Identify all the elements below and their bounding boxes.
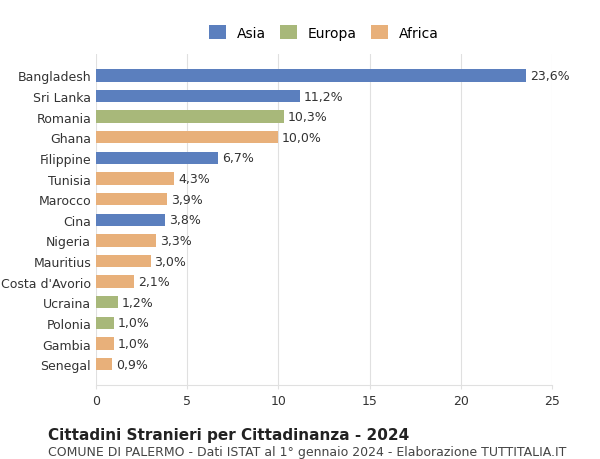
Bar (96, 91, 300, 103)
Legend: Asia, Europa, Africa: Asia, Europa, Africa (203, 19, 445, 48)
Text: 3,9%: 3,9% (171, 193, 203, 206)
Bar (96, 235, 156, 247)
Bar (96, 152, 218, 165)
Bar (96, 276, 134, 288)
Text: Cittadini Stranieri per Cittadinanza - 2024: Cittadini Stranieri per Cittadinanza - 2… (48, 427, 409, 442)
Text: 23,6%: 23,6% (530, 70, 570, 83)
Bar (96, 111, 284, 123)
Bar (96, 317, 114, 330)
Bar (96, 214, 166, 226)
Text: 3,8%: 3,8% (169, 214, 201, 227)
Bar (96, 338, 114, 350)
Text: 4,3%: 4,3% (178, 173, 210, 185)
Bar (96, 255, 151, 268)
Text: 11,2%: 11,2% (304, 90, 344, 103)
Text: 1,0%: 1,0% (118, 317, 150, 330)
Text: 3,0%: 3,0% (154, 255, 186, 268)
Text: 0,9%: 0,9% (116, 358, 148, 371)
Text: 1,2%: 1,2% (122, 296, 153, 309)
Bar (96, 358, 112, 370)
Text: 1,0%: 1,0% (118, 337, 150, 350)
Text: 10,0%: 10,0% (282, 132, 322, 145)
Text: 10,3%: 10,3% (287, 111, 327, 124)
Text: COMUNE DI PALERMO - Dati ISTAT al 1° gennaio 2024 - Elaborazione TUTTITALIA.IT: COMUNE DI PALERMO - Dati ISTAT al 1° gen… (48, 445, 566, 458)
Bar (96, 132, 278, 144)
Text: 6,7%: 6,7% (222, 152, 254, 165)
Text: 3,3%: 3,3% (160, 235, 191, 247)
Bar (96, 194, 167, 206)
Bar (96, 297, 118, 309)
Bar (96, 173, 175, 185)
Text: 2,1%: 2,1% (138, 275, 170, 289)
Bar (96, 70, 526, 83)
